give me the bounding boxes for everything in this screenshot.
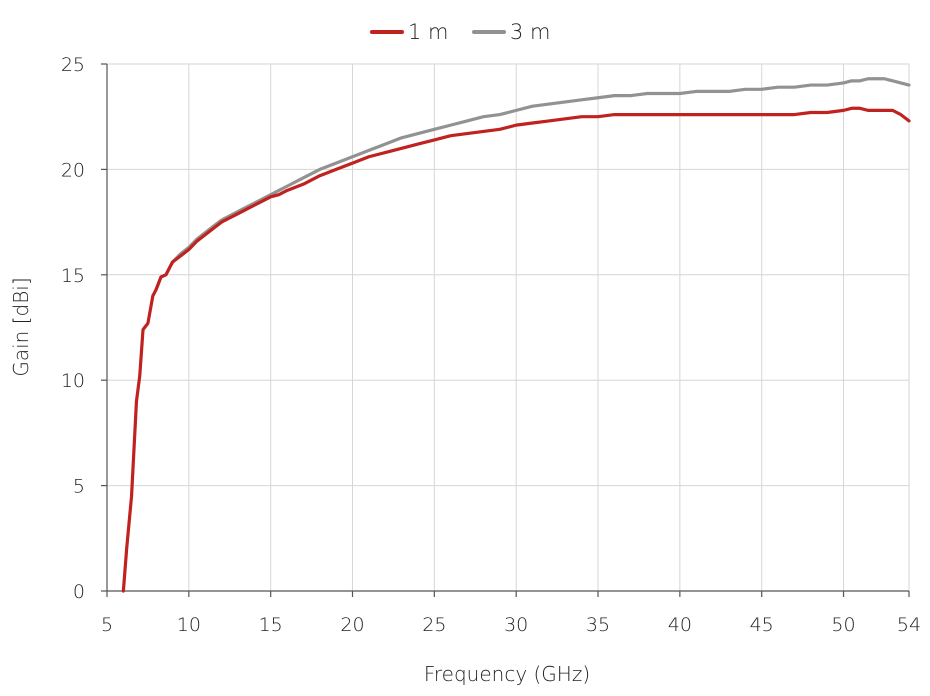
series-line-1m	[121, 106, 911, 593]
x-tick-label: 45	[750, 614, 774, 636]
grid	[106, 63, 910, 592]
y-axis-ticks: 0 5 10 15 20 25	[61, 54, 107, 603]
x-tick-label: 15	[259, 614, 283, 636]
series-lines	[121, 77, 911, 593]
x-tick-label: 10	[177, 614, 201, 636]
x-tick-label: 40	[668, 614, 692, 636]
y-tick-label: 15	[61, 265, 85, 287]
x-tick-label: 25	[422, 614, 446, 636]
legend: 1 m 3 m	[370, 20, 551, 44]
legend-label: 3 m	[510, 20, 551, 44]
y-tick-label: 20	[61, 159, 85, 181]
y-tick-label: 5	[73, 476, 85, 498]
legend-label: 1 m	[408, 20, 449, 44]
x-tick-label: 30	[504, 614, 528, 636]
axes	[106, 64, 909, 592]
x-tick-label: 54	[897, 614, 921, 636]
x-tick-label: 50	[831, 614, 855, 636]
y-tick-label: 10	[61, 370, 85, 392]
x-tick-label: 5	[101, 614, 113, 636]
y-tick-label: 0	[73, 581, 85, 603]
x-tick-label: 20	[340, 614, 364, 636]
series-line-3m	[154, 77, 911, 292]
y-axis-title: Gain [dBi]	[9, 277, 33, 376]
x-tick-label: 35	[586, 614, 610, 636]
x-axis-title: Frequency (GHz)	[424, 662, 590, 686]
y-tick-label: 25	[61, 54, 85, 76]
x-axis-ticks: 5 10 15 20 25 30 35 40 45 50 54	[101, 591, 921, 636]
